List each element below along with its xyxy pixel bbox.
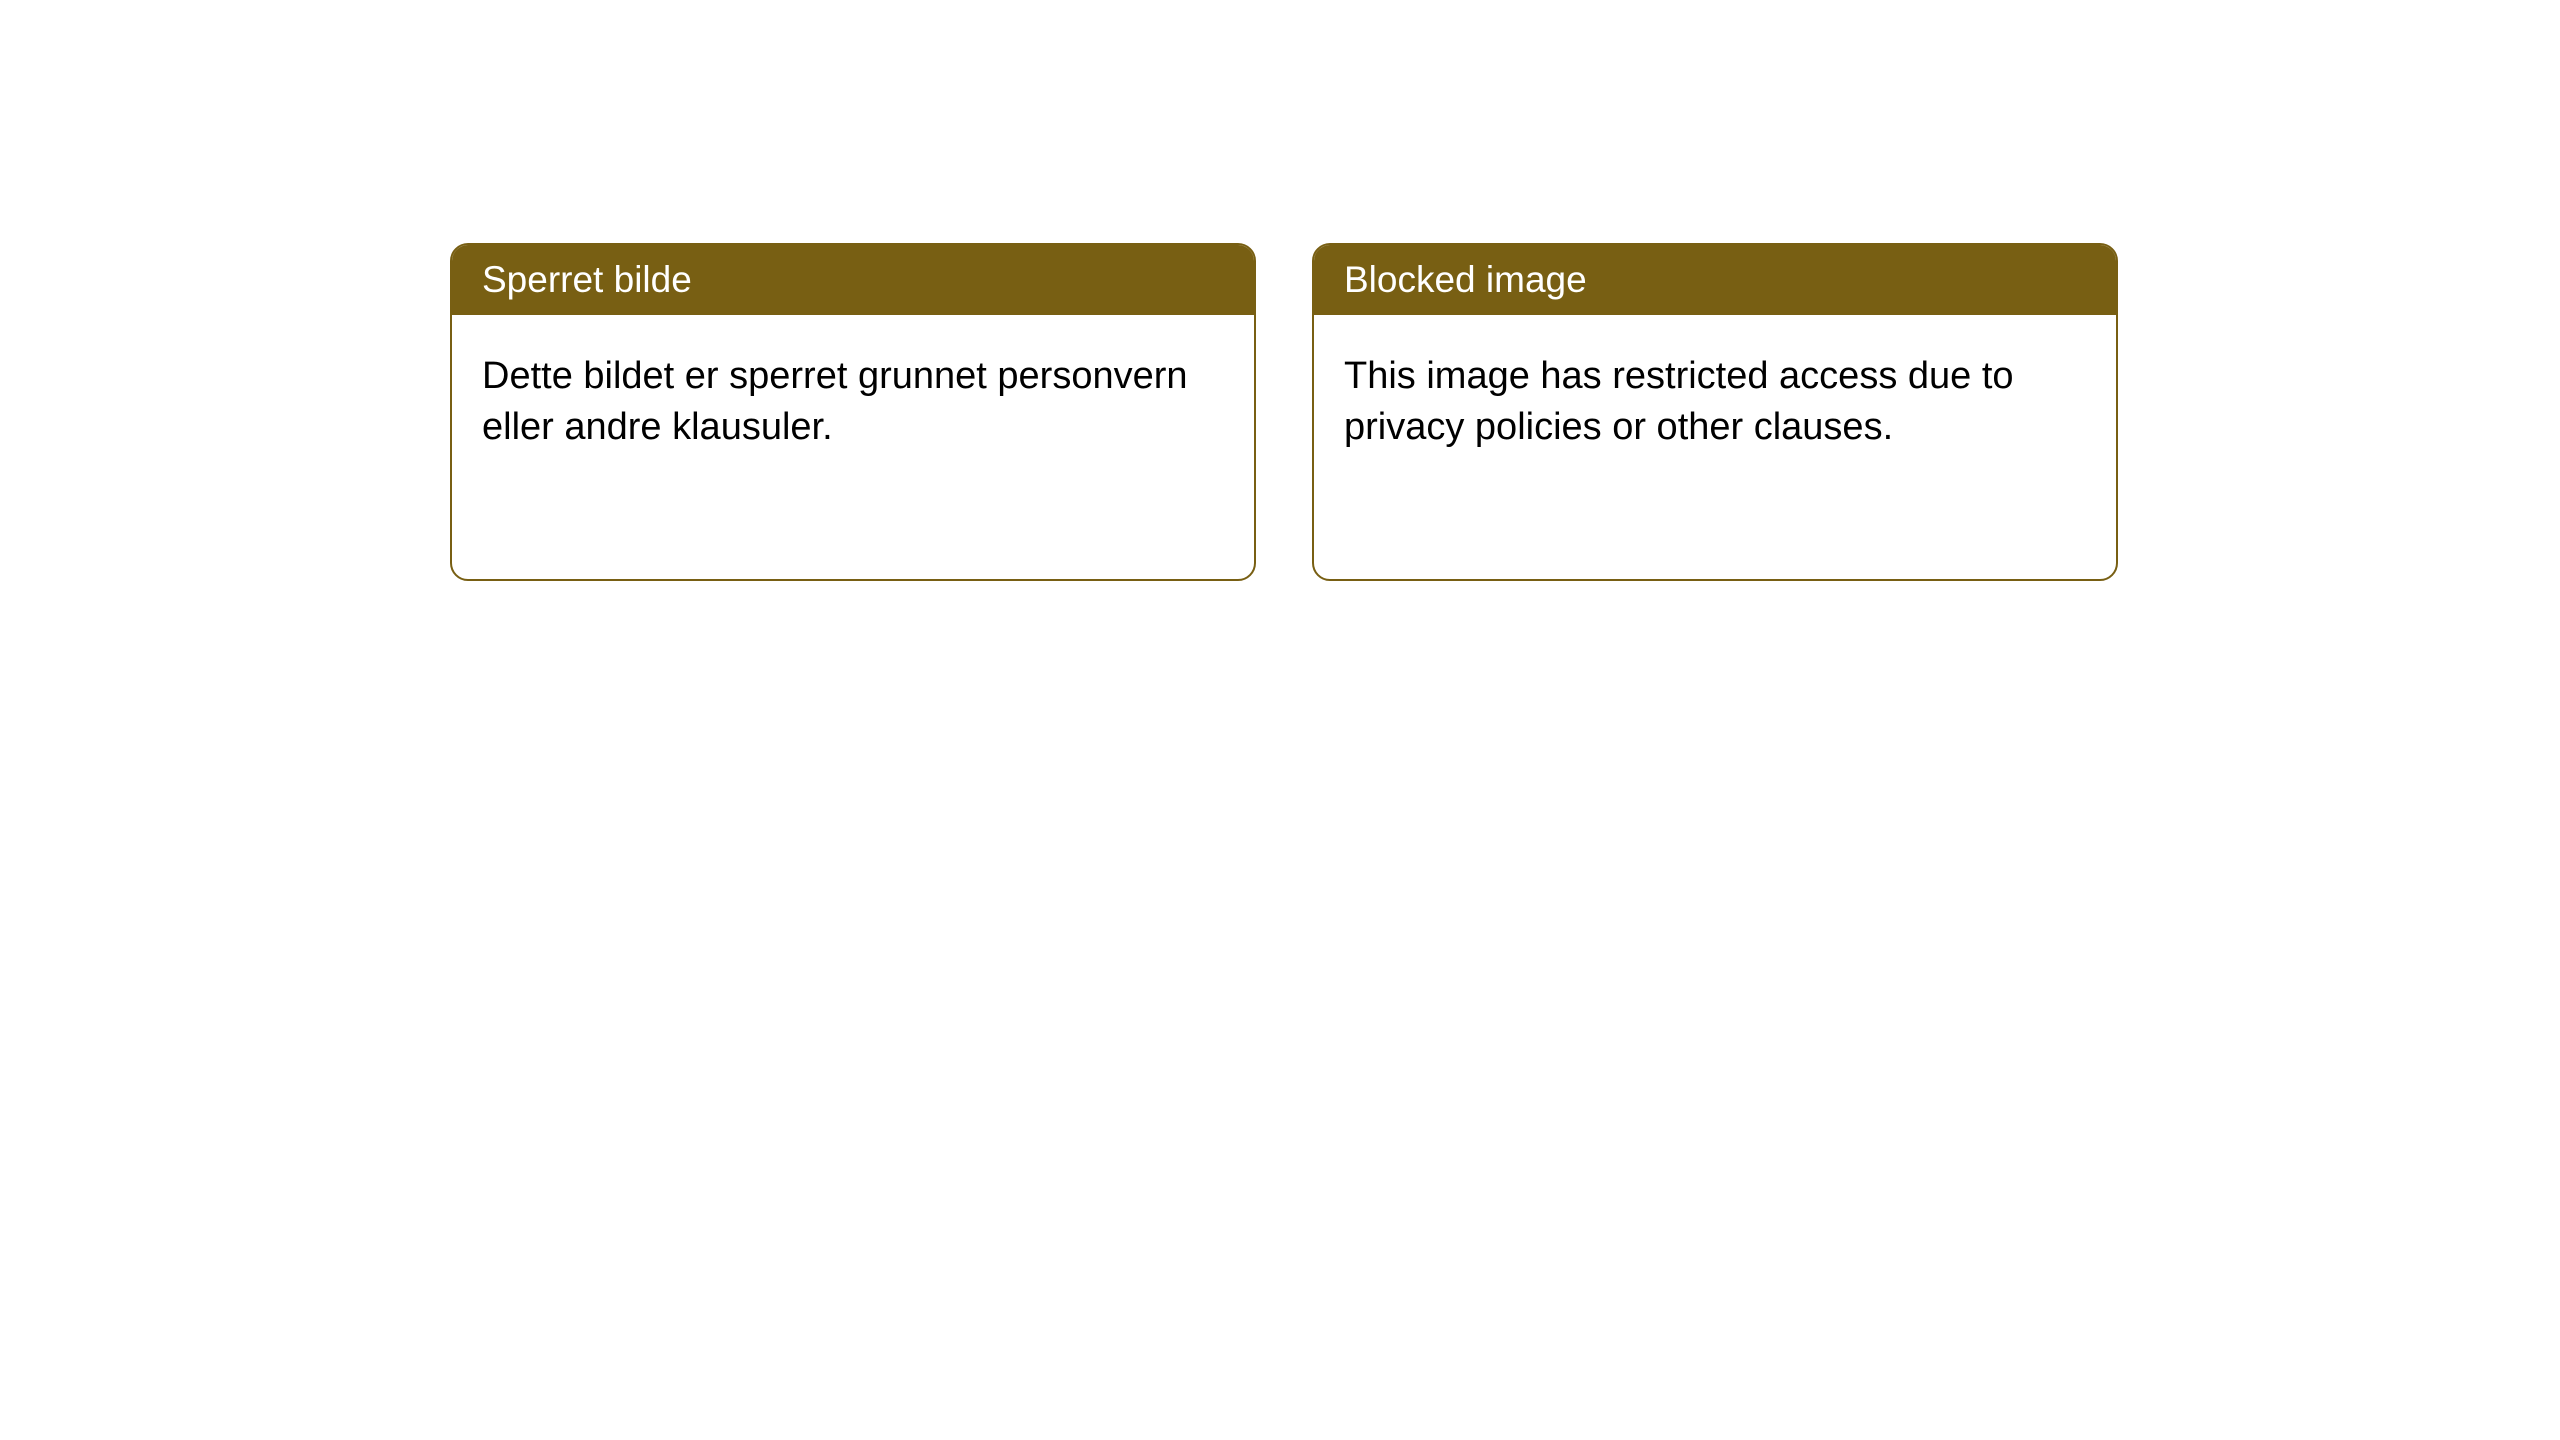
card-header-no: Sperret bilde [452, 245, 1254, 315]
blocked-image-card-no: Sperret bilde Dette bildet er sperret gr… [450, 243, 1256, 581]
card-body-en: This image has restricted access due to … [1314, 315, 2116, 490]
blocked-image-cards: Sperret bilde Dette bildet er sperret gr… [450, 243, 2118, 581]
card-body-no: Dette bildet er sperret grunnet personve… [452, 315, 1254, 490]
card-header-en: Blocked image [1314, 245, 2116, 315]
blocked-image-card-en: Blocked image This image has restricted … [1312, 243, 2118, 581]
